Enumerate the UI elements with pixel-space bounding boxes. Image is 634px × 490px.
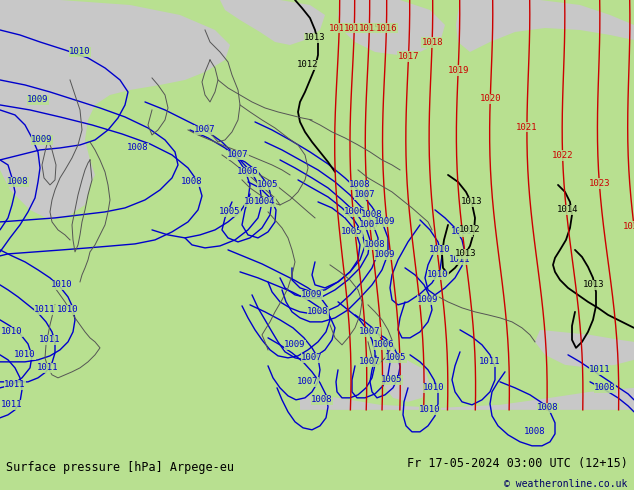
Text: 1024: 1024 — [623, 221, 634, 231]
Text: Fr 17-05-2024 03:00 UTC (12+15): Fr 17-05-2024 03:00 UTC (12+15) — [407, 457, 628, 470]
Text: 1005: 1005 — [385, 353, 407, 363]
Text: 1010: 1010 — [69, 48, 91, 56]
Text: 1008: 1008 — [127, 144, 149, 152]
Text: 1011: 1011 — [1, 400, 23, 409]
Text: 1008: 1008 — [537, 403, 559, 413]
Text: 1013: 1013 — [455, 249, 477, 258]
Text: 1005: 1005 — [341, 227, 363, 236]
Text: 1011: 1011 — [37, 364, 59, 372]
Text: 1011: 1011 — [4, 380, 26, 390]
Text: 1008: 1008 — [7, 177, 29, 186]
Text: 1013: 1013 — [304, 33, 326, 43]
Text: © weatheronline.co.uk: © weatheronline.co.uk — [504, 479, 628, 489]
Text: 1010: 1010 — [1, 327, 23, 336]
Text: 1010: 1010 — [51, 280, 73, 290]
Text: 1007: 1007 — [359, 357, 381, 367]
Text: 1007: 1007 — [297, 377, 319, 386]
Polygon shape — [0, 0, 230, 200]
Text: 1019: 1019 — [448, 66, 469, 75]
Text: 1010: 1010 — [14, 350, 36, 359]
Text: 1004: 1004 — [254, 197, 276, 206]
Text: 1017: 1017 — [398, 52, 419, 61]
Text: 1008: 1008 — [361, 210, 383, 220]
Text: 1005: 1005 — [219, 207, 241, 217]
Text: 1008: 1008 — [524, 427, 546, 436]
Text: 1013: 1013 — [462, 197, 482, 206]
Text: 1007: 1007 — [227, 150, 249, 159]
Text: 1020: 1020 — [479, 95, 501, 103]
Text: 1010: 1010 — [427, 270, 449, 279]
Polygon shape — [456, 0, 634, 52]
Text: 1011: 1011 — [450, 255, 471, 265]
Text: 1007: 1007 — [359, 327, 381, 336]
Text: 1009: 1009 — [27, 96, 49, 104]
Text: 1013: 1013 — [583, 280, 605, 290]
Text: 1007: 1007 — [359, 220, 381, 229]
Polygon shape — [300, 388, 634, 410]
Text: 1008: 1008 — [349, 180, 371, 190]
Text: 1014: 1014 — [344, 24, 365, 33]
Text: 1008: 1008 — [365, 241, 385, 249]
Text: 1009: 1009 — [374, 218, 396, 226]
Text: 1010: 1010 — [57, 305, 79, 315]
Text: 1006: 1006 — [237, 168, 259, 176]
Text: 1009: 1009 — [301, 291, 323, 299]
Polygon shape — [382, 350, 430, 402]
Text: 1022: 1022 — [552, 151, 573, 160]
Polygon shape — [338, 0, 445, 55]
Text: 1010: 1010 — [419, 405, 441, 415]
Text: 1011: 1011 — [39, 335, 61, 344]
Text: 1016: 1016 — [376, 24, 397, 33]
Text: 1006: 1006 — [373, 341, 395, 349]
Polygon shape — [535, 330, 634, 368]
Text: 1011: 1011 — [589, 366, 611, 374]
Text: 1014: 1014 — [557, 205, 579, 215]
Text: 1008: 1008 — [307, 307, 329, 317]
Text: 1012: 1012 — [459, 225, 481, 234]
Text: 1006: 1006 — [344, 207, 366, 217]
Text: 1011: 1011 — [451, 227, 473, 236]
Text: 1008: 1008 — [594, 383, 616, 392]
Text: 1011: 1011 — [479, 357, 501, 367]
Text: 1005: 1005 — [381, 375, 403, 384]
Text: 1009: 1009 — [374, 250, 396, 259]
Text: Surface pressure [hPa] Arpege-eu: Surface pressure [hPa] Arpege-eu — [6, 462, 235, 474]
Text: 1010: 1010 — [424, 383, 444, 392]
Text: 1009: 1009 — [284, 341, 306, 349]
Text: 1007: 1007 — [301, 353, 323, 363]
Text: 1008: 1008 — [311, 395, 333, 404]
Text: 1008: 1008 — [181, 177, 203, 186]
Text: 1023: 1023 — [588, 179, 610, 188]
Text: 1013: 1013 — [328, 24, 350, 33]
Text: 1011: 1011 — [34, 305, 56, 315]
Text: 1009: 1009 — [31, 135, 53, 145]
Text: 1015: 1015 — [359, 24, 380, 33]
Text: 1005: 1005 — [257, 180, 279, 190]
Text: 1007: 1007 — [194, 125, 216, 134]
Text: 1007: 1007 — [354, 191, 376, 199]
Text: 1018: 1018 — [422, 38, 443, 47]
Text: 1009: 1009 — [417, 295, 439, 304]
Text: 1006: 1006 — [244, 197, 266, 206]
Text: 1021: 1021 — [516, 122, 538, 132]
Text: 1010: 1010 — [429, 245, 451, 254]
Text: 1012: 1012 — [297, 60, 319, 70]
Polygon shape — [220, 0, 325, 45]
Polygon shape — [0, 0, 100, 220]
